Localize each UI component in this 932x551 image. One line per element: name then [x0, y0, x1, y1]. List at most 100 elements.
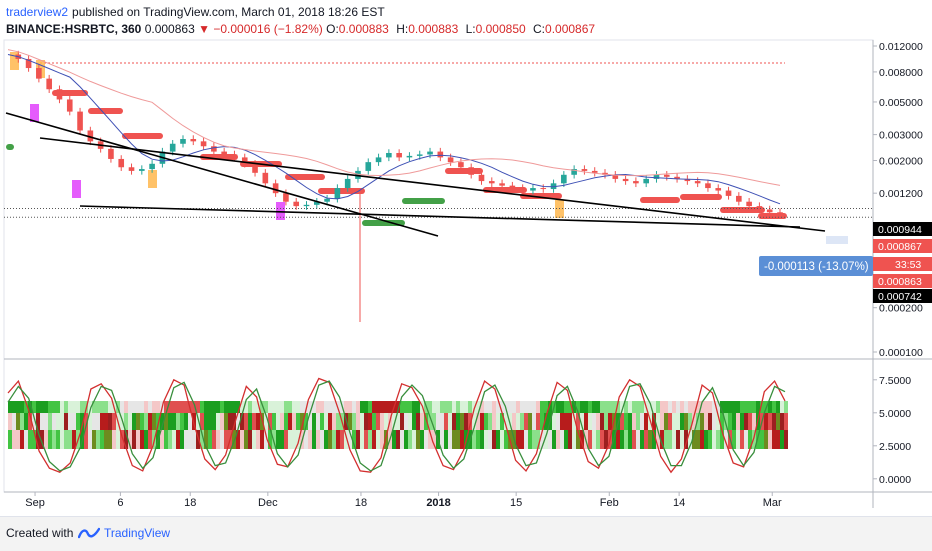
candle-body: [87, 130, 94, 142]
heatmap-cell: [192, 401, 196, 413]
symbol-name[interactable]: BINANCE:HSRBTC, 360: [6, 22, 142, 36]
heatmap-cell: [140, 413, 144, 430]
heatmap-cell: [540, 430, 544, 449]
heatmap-cell: [256, 401, 260, 413]
candle-body: [46, 78, 52, 90]
heatmap-cell: [348, 430, 352, 449]
heatmap-cell: [492, 401, 496, 413]
heatmap-cell: [556, 430, 560, 449]
price-label-box: [873, 222, 932, 236]
heatmap-cell: [548, 430, 552, 449]
heatmap-cell: [152, 401, 156, 413]
heatmap-cell: [632, 413, 636, 430]
publish-line: traderview2 published on TradingView.com,…: [6, 4, 906, 20]
heatmap-cell: [784, 430, 788, 449]
candle-body: [663, 174, 670, 177]
heatmap-cell: [660, 401, 664, 413]
heatmap-cell: [488, 413, 492, 430]
author-link[interactable]: traderview2: [6, 5, 69, 19]
heatmap-cell: [488, 430, 492, 449]
candle-body: [561, 174, 567, 184]
heatmap-cell: [516, 413, 520, 430]
heatmap-cell: [392, 430, 396, 449]
heatmap-cell: [728, 401, 732, 413]
heatmap-cell: [432, 401, 436, 413]
candle-body: [252, 163, 258, 173]
heatmap-cell: [352, 430, 356, 449]
heatmap-cell: [312, 413, 316, 430]
heatmap-cell: [348, 401, 352, 413]
heatmap-cell: [640, 430, 644, 449]
candle-body: [468, 167, 475, 175]
heatmap-cell: [160, 413, 164, 430]
heatmap-cell: [148, 430, 152, 449]
heatmap-cell: [292, 401, 296, 413]
tradingview-logo-icon[interactable]: [78, 525, 100, 541]
price-tick-label: 0.005000: [879, 97, 923, 109]
heatmap-cell: [576, 413, 580, 430]
heatmap-cell: [468, 413, 472, 430]
heatmap-cell: [296, 413, 300, 430]
candle-body: [128, 167, 135, 171]
heatmap-cell: [392, 413, 396, 430]
heatmap-cell: [336, 430, 340, 449]
heatmap-cell: [524, 413, 528, 430]
heatmap-cell: [676, 413, 680, 430]
heatmap-cell: [492, 413, 496, 430]
heatmap-cell: [332, 401, 336, 413]
candle-body: [458, 162, 464, 168]
heatmap-cell: [404, 430, 408, 449]
price-tick-label: 0.008000: [879, 67, 923, 79]
heatmap-cell: [700, 401, 704, 413]
heatmap-cell: [548, 401, 552, 413]
heatmap-cell: [240, 413, 244, 430]
heatmap-cell: [180, 413, 184, 430]
heatmap-cell: [44, 413, 48, 430]
heatmap-cell: [236, 413, 240, 430]
heatmap-cell: [480, 401, 484, 413]
heatmap-cell: [396, 430, 400, 449]
candle-body: [684, 178, 691, 182]
heatmap-cell: [776, 413, 780, 430]
candle-body: [375, 157, 382, 163]
heatmap-cell: [692, 430, 696, 449]
heatmap-cell: [572, 401, 576, 413]
heatmap-cell: [532, 401, 536, 413]
heatmap-cell: [40, 401, 44, 413]
time-tick-label: 2018: [426, 497, 450, 509]
heatmap-cell: [436, 401, 440, 413]
tradingview-brand-link[interactable]: TradingView: [104, 526, 171, 540]
candle-body: [365, 162, 372, 171]
heatmap-cell: [596, 401, 600, 413]
high-label: H:: [396, 22, 409, 36]
heatmap-cell: [184, 401, 188, 413]
heatmap-cell: [388, 401, 392, 413]
heatmap-cell: [664, 413, 668, 430]
heatmap-cell: [756, 401, 760, 413]
heatmap-cell: [528, 413, 532, 430]
price-label-box: [873, 239, 932, 253]
heatmap-cell: [380, 413, 384, 430]
candle-body: [344, 178, 351, 189]
axes: 0.012000 0.008000 0.005000 0.003000 0.002000…: [25, 41, 932, 509]
heatmap-cell: [404, 401, 408, 413]
heatmap-cell: [460, 430, 464, 449]
heatmap-cell: [360, 430, 364, 449]
heatmap-cell: [616, 430, 620, 449]
price-label-box: [873, 274, 932, 288]
heatmap-cell: [476, 430, 480, 449]
heatmap-cell: [784, 413, 788, 430]
heatmap-cell: [224, 401, 228, 413]
heatmap-cell: [224, 413, 228, 430]
price-chart[interactable]: 0.012000 0.008000 0.005000 0.003000 0.002000…: [0, 0, 932, 516]
candle-body: [231, 154, 238, 158]
heatmap-cell: [144, 413, 148, 430]
heatmap-cell: [460, 401, 464, 413]
heatmap-cell: [12, 401, 16, 413]
heatmap-cell: [28, 430, 32, 449]
heatmap-cell: [560, 430, 564, 449]
heatmap-cell: [148, 413, 152, 430]
heatmap-cell: [500, 430, 504, 449]
heatmap-cell: [744, 401, 748, 413]
heatmap-cell: [572, 413, 576, 430]
